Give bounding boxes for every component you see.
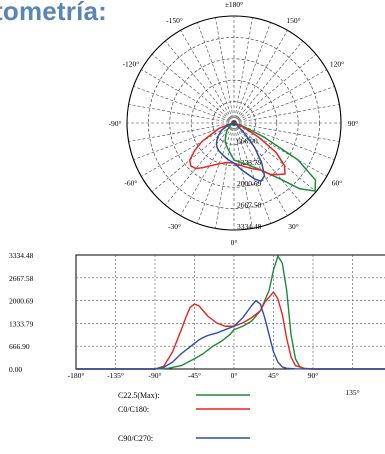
polar-radial-label: 666.90 [237,136,258,145]
polar-radial-label: 3334.48 [237,222,262,231]
polar-spoke [233,122,335,160]
x-tick-label: -45° [188,371,201,380]
y-tick-label: 666.90 [9,342,30,351]
legend-label-c90-c270: C90/C270: [118,434,153,443]
polar-grid-circle [169,58,299,188]
polar-angle-label-180: ±180° [225,0,243,9]
polar-spoke [233,122,304,206]
polar-spoke [151,122,235,193]
x-tick-label: 45° [268,371,279,380]
polar-angle-label-90: 90° [348,119,359,128]
polar-spoke [141,122,235,177]
linear-plot-frame [75,254,385,370]
polar-angle-label-0: 0° [231,238,238,247]
x-tick-label: 135° [345,388,359,397]
polar-spoke [233,122,317,193]
polar-spoke [233,53,317,124]
polar-spoke [233,104,340,124]
polar-angle-label-30: -30° [168,222,181,231]
polar-radial-label: 1333.79 [237,158,262,167]
polar-angle-label-150: 150° [286,16,300,25]
polar-spoke [233,122,340,142]
polar-angle-label-60: 60° [332,179,343,188]
polar-spoke [233,17,253,124]
x-tick-label: -135° [107,371,124,380]
legend-label-c22-5-max: C22.5(Max): [118,391,160,400]
polar-spoke [128,122,235,142]
page-heading: tometría: [0,0,108,26]
polar-spoke [197,122,235,224]
y-tick-label: 1333.79 [9,319,34,328]
polar-angle-label-60: -60° [124,179,137,188]
polar-spoke [215,17,235,124]
x-tick-label: -180° [68,371,85,380]
x-tick-label: 0° [231,371,238,380]
y-tick-label: 2000.69 [9,297,34,306]
polar-spoke [233,86,335,124]
polar-radial-label: 2000.69 [237,179,262,188]
polar-spoke [233,122,288,216]
polar-spoke [164,122,235,206]
linear-series-c0-c180 [76,291,385,370]
polar-spoke [128,104,235,124]
polar-angle-label-120: 120° [330,60,344,69]
polar-angle-label-120: -120° [123,60,140,69]
polar-spoke [233,40,304,124]
polar-series-c22-5-max [224,122,317,192]
polar-spoke [233,122,271,224]
polar-series-c90-c270 [215,122,266,182]
polar-angle-label-90: -90° [109,119,122,128]
linear-series-c22-5-max [76,255,385,370]
polar-spoke [233,30,288,124]
polar-spoke [233,22,271,124]
polar-spoke [197,22,235,124]
polar-spoke [233,69,327,124]
linear-series-c90-c270 [76,299,385,370]
polar-spoke [141,69,235,124]
y-tick-label: 0.00 [9,365,22,374]
polar-spoke [180,30,235,124]
polar-spoke [233,122,253,229]
legend-label-c0-c180: C0/C180: [118,405,149,414]
polar-angle-label-30: 30° [288,222,299,231]
x-tick-label: 90° [308,371,319,380]
y-tick-label: 3334.48 [9,251,34,260]
polar-radial-label: 2667.58 [237,201,262,210]
polar-spoke [215,122,235,229]
polar-spoke [151,53,235,124]
polar-spoke [164,40,235,124]
polar-angle-label-150: -150° [166,16,183,25]
polar-spoke [133,86,235,124]
x-tick-label: -90° [149,371,162,380]
polar-series-c0-c180 [189,122,286,176]
y-tick-label: 2667.58 [9,274,34,283]
